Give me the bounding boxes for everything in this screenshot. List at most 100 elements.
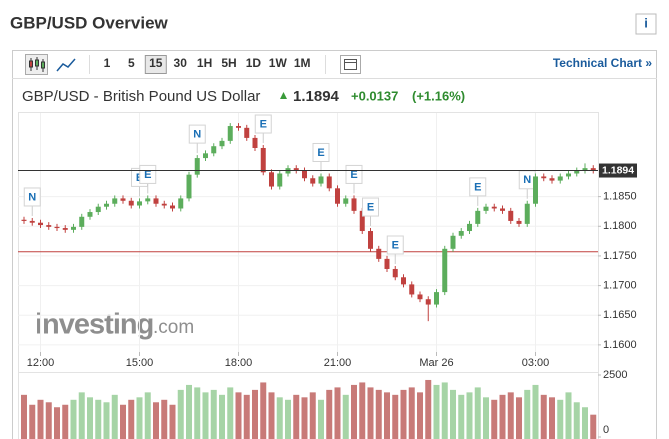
interval-button[interactable]: 1D — [246, 56, 262, 70]
candle-body — [252, 137, 258, 148]
calendar-button[interactable] — [340, 55, 361, 74]
volume-bar — [425, 379, 432, 439]
candle-body — [269, 172, 274, 187]
interval-button[interactable]: 1H — [197, 56, 212, 70]
volume-bar — [466, 392, 473, 439]
volume-bar — [342, 394, 349, 439]
candle-body — [434, 292, 439, 305]
event-marker[interactable] — [362, 197, 379, 217]
candle-body — [21, 219, 27, 221]
y-tick-label: 1.1800 — [603, 220, 637, 232]
candle-body — [566, 173, 571, 177]
volume-bar — [29, 404, 36, 439]
event-label[interactable]: E — [392, 239, 399, 251]
event-marker[interactable] — [469, 177, 487, 197]
event-marker[interactable] — [188, 124, 206, 144]
volume-bar — [54, 407, 60, 439]
volume-bar — [367, 387, 374, 439]
y-tick-label: 1.1850 — [603, 191, 637, 203]
volume-bar — [128, 399, 135, 439]
event-label[interactable]: N — [523, 174, 531, 186]
line-chart-button[interactable] — [56, 58, 76, 72]
x-tick-label: Mar 26 — [419, 357, 453, 369]
candle-body — [46, 225, 52, 227]
volume-bar — [532, 384, 539, 439]
candle-body — [87, 212, 93, 217]
interval-selected — [144, 55, 167, 74]
volume-bar — [524, 389, 531, 439]
volume-tick-label: 0 — [603, 424, 609, 436]
event-marker[interactable] — [345, 164, 363, 184]
candle-icon — [29, 57, 45, 72]
event-marker[interactable] — [254, 114, 272, 134]
candle-body — [302, 170, 307, 179]
event-label[interactable]: N — [193, 129, 201, 141]
volume-tick-label: 2500 — [603, 369, 627, 381]
y-tick-label: 1.1750 — [603, 250, 637, 262]
candle-body — [450, 235, 456, 249]
interval-button[interactable]: 5 — [128, 56, 135, 70]
candle-body — [500, 208, 505, 211]
candle-body — [95, 206, 101, 213]
interval-button[interactable]: 5H — [221, 56, 236, 70]
quote-name: GBP/USD - British Pound US Dollar — [22, 88, 260, 105]
price-tag — [599, 163, 637, 178]
candle-body — [401, 277, 406, 285]
event-label[interactable]: E — [474, 181, 481, 193]
candle-body — [244, 127, 250, 138]
event-marker[interactable] — [23, 187, 41, 207]
candle-body — [219, 140, 225, 147]
price-tag-label: 1.1894 — [602, 164, 634, 176]
volume-bar — [235, 392, 242, 439]
volume-bar — [450, 389, 456, 439]
volume-bar — [37, 399, 44, 439]
event-marker[interactable] — [312, 142, 330, 162]
interval-button[interactable]: 1 — [104, 56, 111, 70]
technical-chart-link[interactable]: Technical Chart » — [553, 56, 652, 70]
candle-body — [442, 248, 448, 293]
volume-bar — [70, 399, 77, 439]
candle-body — [524, 203, 530, 224]
candle-body — [425, 299, 431, 305]
volume-bar — [62, 404, 69, 439]
volume-bar — [375, 389, 382, 439]
event-label[interactable]: E — [367, 201, 374, 213]
interval-button[interactable]: 1W — [269, 56, 288, 70]
volume-bar — [400, 389, 407, 439]
event-label[interactable]: E — [317, 147, 324, 159]
candle-body — [508, 210, 514, 221]
quote-change: +0.0137 — [351, 88, 398, 103]
candle-body — [112, 198, 118, 204]
volume-bar — [243, 394, 250, 439]
interval-button[interactable]: 30 — [174, 56, 188, 70]
event-label[interactable]: E — [260, 118, 267, 130]
candle-body — [104, 203, 109, 207]
candle-body — [318, 176, 324, 184]
candle-body — [170, 205, 175, 209]
interval-button[interactable]: 15 — [149, 56, 163, 70]
volume-bar — [384, 392, 390, 439]
candle-body — [409, 284, 415, 295]
volume-bar — [359, 382, 366, 439]
candle-body — [236, 126, 241, 128]
candle-body — [120, 198, 126, 201]
event-label[interactable]: E — [350, 169, 357, 181]
volume-bar — [326, 389, 333, 439]
event-label[interactable]: E — [144, 169, 151, 181]
event-marker[interactable] — [139, 164, 157, 184]
volume-bar — [582, 407, 588, 439]
volume-bar — [161, 399, 168, 439]
candle-body — [475, 210, 481, 224]
volume-bar — [301, 397, 308, 439]
event-marker[interactable] — [386, 235, 404, 255]
volume-bar — [318, 399, 324, 439]
interval-button[interactable]: 1M — [294, 56, 311, 70]
info-icon[interactable]: i — [644, 15, 648, 30]
candle-body — [186, 174, 192, 199]
volume-bar — [202, 392, 209, 439]
info-button[interactable] — [635, 13, 657, 35]
candle-body — [557, 176, 563, 181]
candle-body — [335, 188, 340, 204]
event-label[interactable]: N — [28, 191, 36, 203]
volume-bar — [392, 394, 399, 439]
